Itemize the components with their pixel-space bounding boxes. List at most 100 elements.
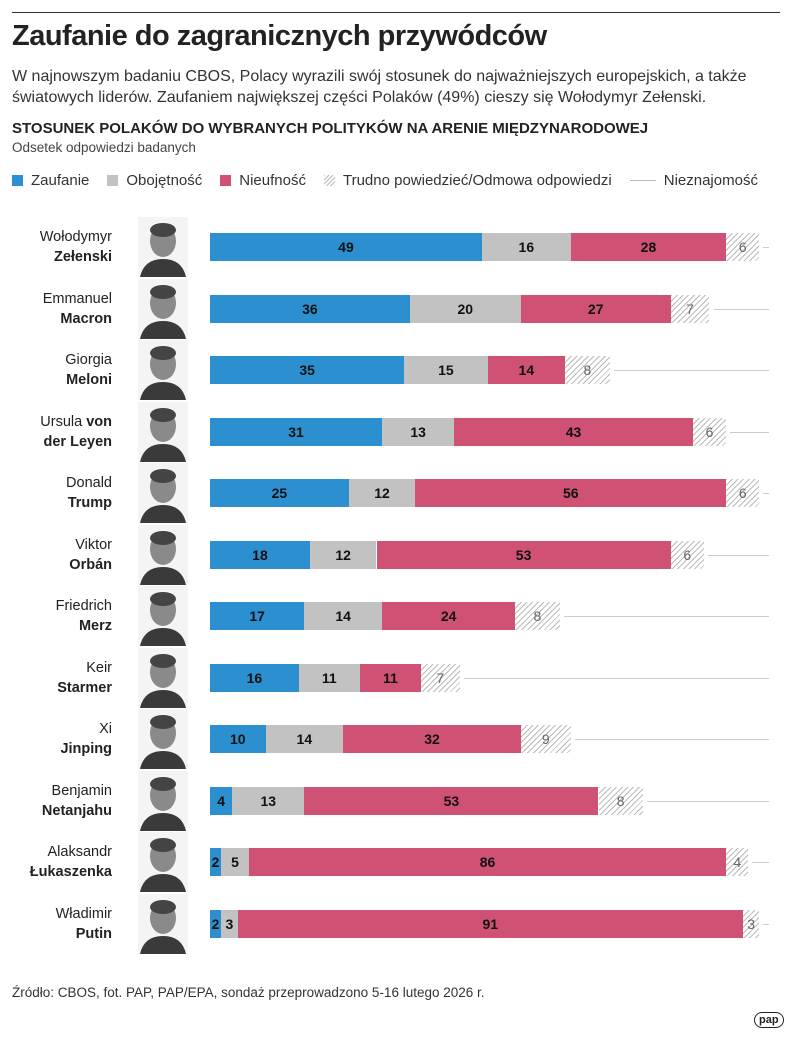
politician-name: Giorgia Meloni — [65, 352, 112, 388]
bar-distrust: 91 — [237, 909, 743, 938]
bar-unknown-line — [730, 431, 769, 433]
politician-photo — [138, 770, 188, 831]
chart-row: Xi Jinping 10 14 32 9 — [0, 709, 792, 769]
bar-indifference: 14 — [265, 725, 344, 753]
chart-row: Władimir Putin 2 3 91 3 — [0, 893, 792, 954]
bar-unknown-line — [763, 923, 769, 925]
politician-photo — [138, 463, 188, 523]
bar-unknown-line — [752, 862, 769, 863]
politician-photo — [138, 217, 188, 277]
politician-name: Ursula von der Leyen — [40, 413, 112, 450]
bar-unknown-line — [574, 739, 769, 740]
bar-indifference: 12 — [348, 479, 416, 507]
legend-item: Obojętność — [107, 172, 202, 189]
bar-trust: 49 — [210, 233, 482, 261]
bar-trust: 4 — [210, 786, 233, 815]
chart-row: Ursula von der Leyen 31 13 43 6 — [0, 401, 792, 462]
bar-unknown-line — [707, 554, 769, 556]
bar-trust: 16 — [210, 663, 299, 692]
politician-name: Benjamin Netanjahu — [41, 782, 112, 819]
bar-unknown-line — [763, 493, 769, 494]
bar-indifference: 14 — [304, 602, 383, 630]
bar-hard-to-say: 7 — [420, 663, 460, 692]
legend-swatch — [12, 175, 23, 186]
top-rule — [12, 12, 780, 13]
bar-trust: 2 — [210, 909, 222, 938]
page-title: Zaufanie do zagranicznych przywódców — [12, 20, 547, 52]
bar-distrust: 11 — [359, 663, 421, 692]
bar-indifference: 11 — [298, 663, 360, 692]
chart-title: STOSUNEK POLAKÓW DO WYBRANYCH POLITYKÓW … — [12, 120, 649, 137]
bar-hard-to-say: 3 — [742, 909, 760, 938]
bar-distrust: 24 — [382, 602, 516, 630]
legend-item: Nieufność — [220, 172, 306, 189]
chart-row: Wołodymyr Zełenski 49 16 28 6 — [0, 217, 792, 277]
politician-name: Xi Jinping — [60, 721, 112, 757]
legend-swatch — [107, 175, 119, 186]
chart-row: Alaksandr Łukaszenka 2 5 86 4 — [0, 832, 792, 892]
politician-name: Emmanuel Macron — [42, 290, 112, 327]
bar-trust: 31 — [210, 417, 383, 446]
bar-distrust: 27 — [520, 294, 671, 323]
bar-distrust: 53 — [376, 540, 671, 569]
bar-trust: 36 — [210, 294, 410, 323]
bar-indifference: 15 — [404, 356, 488, 384]
bar-trust: 25 — [210, 479, 349, 507]
politician-photo — [138, 401, 188, 462]
legend-label: Obojętność — [126, 172, 203, 189]
legend-item: Zaufanie — [12, 172, 89, 189]
bar-trust: 10 — [210, 725, 266, 753]
legend-swatch — [220, 175, 232, 186]
legend-label: Nieznajomość — [663, 172, 758, 189]
legend-label: Trudno powiedzieć/Odmowa odpowiedzi — [342, 172, 612, 189]
bar-hard-to-say: 8 — [515, 602, 560, 630]
bar-distrust: 56 — [415, 479, 727, 507]
politician-photo — [138, 340, 188, 400]
legend-item: Nieznajomość — [629, 172, 758, 189]
chart-row: Giorgia Meloni 35 15 14 8 — [0, 340, 792, 400]
chart-row: Benjamin Netanjahu 4 13 53 8 — [0, 770, 792, 831]
legend: Zaufanie Obojętność Nieufność Trudno powied… — [12, 172, 758, 189]
bar-distrust: 53 — [304, 786, 599, 815]
bar-hard-to-say: 8 — [565, 356, 610, 384]
source: Źródło: CBOS, fot. PAP, PAP/EPA, sondaż … — [12, 985, 485, 1000]
bar-unknown-line — [713, 308, 769, 310]
politician-name: Alaksandr Łukaszenka — [29, 844, 112, 880]
bar-indifference: 13 — [382, 417, 455, 446]
chart-subtitle: Odsetek odpowiedzi badanych — [12, 140, 196, 155]
bar-unknown-line — [563, 616, 769, 617]
bar-hard-to-say: 8 — [598, 786, 643, 815]
politician-name: Donald Trump — [66, 475, 112, 511]
legend-item: Trudno powiedzieć/Odmowa odpowiedzi — [323, 172, 612, 189]
bar-indifference: 3 — [221, 909, 238, 938]
legend-swatch — [323, 175, 335, 186]
legend-swatch — [629, 180, 656, 181]
chart-row: Keir Starmer 16 11 11 7 — [0, 647, 792, 708]
bar-hard-to-say: 6 — [726, 233, 760, 261]
politician-photo — [138, 647, 188, 708]
bar-hard-to-say: 6 — [692, 417, 727, 446]
bar-distrust: 86 — [248, 848, 727, 876]
bar-trust: 2 — [210, 848, 222, 876]
politician-name: Władimir Putin — [55, 905, 112, 942]
legend-label: Zaufanie — [31, 172, 90, 189]
subtitle: W najnowszym badaniu CBOS, Polacy wyrazi… — [12, 68, 747, 106]
bar-indifference: 12 — [309, 540, 377, 569]
bar-trust: 17 — [210, 602, 305, 630]
chart-row: Viktor Orbán 18 12 53 6 — [0, 524, 792, 585]
politician-photo — [138, 832, 188, 892]
bar-unknown-line — [613, 370, 769, 371]
politician-photo — [138, 709, 188, 769]
bar-trust: 35 — [210, 356, 405, 384]
pap-logo: pap — [754, 1012, 784, 1028]
bar-unknown-line — [646, 800, 769, 802]
bar-hard-to-say: 4 — [726, 848, 749, 876]
bar-indifference: 5 — [221, 848, 249, 876]
bar-hard-to-say: 6 — [670, 540, 704, 569]
bar-distrust: 14 — [487, 356, 566, 384]
politician-name: Friedrich Merz — [55, 598, 112, 634]
bar-indifference: 16 — [481, 233, 571, 261]
bar-trust: 18 — [210, 540, 310, 569]
bar-distrust: 32 — [343, 725, 521, 753]
politician-photo — [138, 586, 188, 646]
